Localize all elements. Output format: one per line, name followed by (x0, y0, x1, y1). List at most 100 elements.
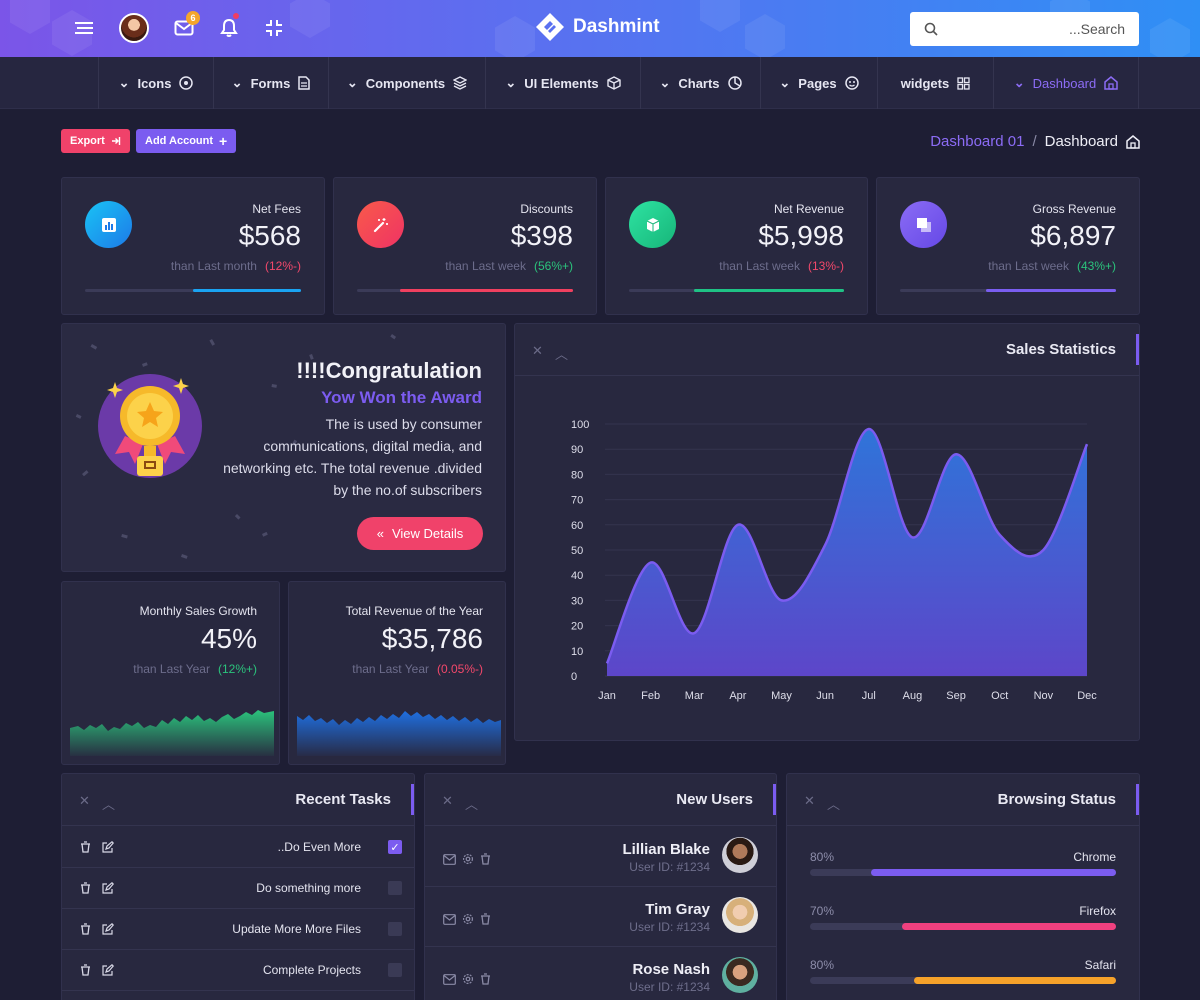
user-avatar[interactable] (722, 837, 758, 873)
kpi-progress (900, 289, 1116, 292)
trash-icon[interactable] (480, 972, 491, 990)
gear-icon[interactable] (462, 912, 474, 930)
add-account-button[interactable]: Add Account + (136, 129, 237, 153)
task-checkbox[interactable] (388, 881, 402, 895)
kpi-subtext: than Last week (56%+) (445, 259, 573, 273)
bell-icon[interactable] (215, 14, 243, 42)
breadcrumb-parent[interactable]: Dashboard 01 (930, 133, 1025, 150)
mail-icon[interactable] (443, 852, 456, 870)
brand-logo[interactable]: Dashmint (535, 12, 660, 42)
mini-change: (0.05%-) (436, 662, 483, 676)
close-icon[interactable]: ✕ (442, 793, 453, 808)
user-avatar[interactable] (722, 957, 758, 993)
edit-icon[interactable] (102, 922, 115, 940)
chevron-up-icon[interactable]: ︿ (555, 347, 569, 362)
panel-header: ✕ ︿ Sales Statistics (515, 324, 1139, 376)
kpi-value: $568 (238, 220, 301, 251)
nav-item-forms[interactable]: ⌄ Forms (213, 57, 328, 109)
bar-chart-icon (85, 201, 132, 248)
search-input[interactable] (938, 21, 1125, 37)
close-icon[interactable]: ✕ (532, 343, 543, 358)
y-tick-label: 60 (571, 520, 583, 532)
browser-row-safari: 80% Safari (810, 958, 1116, 1000)
hex-decoration (495, 16, 535, 57)
panel-accent (1136, 334, 1139, 365)
hex-decoration (745, 14, 785, 57)
user-id: User ID: #1234 (629, 980, 710, 994)
user-actions (443, 912, 491, 930)
plus-icon: + (219, 133, 228, 149)
mail-icon[interactable] (443, 972, 456, 990)
mail-icon[interactable] (170, 14, 198, 42)
trash-icon[interactable] (80, 840, 91, 858)
x-tick-label: Oct (991, 690, 1008, 702)
user-name[interactable]: Rose Nash (632, 961, 710, 978)
kpi-progress-fill (193, 289, 301, 292)
task-checkbox[interactable] (388, 963, 402, 977)
nav-label: Icons (137, 75, 172, 91)
trash-icon[interactable] (80, 922, 91, 940)
gear-icon[interactable] (462, 972, 474, 990)
browser-row-firefox: 70% Firefox (810, 904, 1116, 954)
panel-title: Sales Statistics (1005, 341, 1116, 358)
x-tick-label: Aug (903, 690, 923, 702)
user-name[interactable]: Lillian Blake (622, 841, 710, 858)
x-tick-label: Dec (1077, 690, 1097, 702)
area-line (605, 427, 1089, 664)
edit-icon[interactable] (102, 881, 115, 899)
view-details-button[interactable]: « View Details (357, 517, 483, 550)
user-avatar[interactable] (119, 13, 149, 43)
home-icon (1126, 134, 1140, 149)
chevron-up-icon[interactable]: ︿ (465, 797, 479, 812)
chevron-down-icon: ⌄ (346, 75, 358, 90)
mail-icon[interactable] (443, 912, 456, 930)
sparkline-green (70, 710, 274, 756)
kpi-period: than Last week (445, 259, 526, 273)
nav-item-ui-elements[interactable]: ⌄ UI Elements (485, 57, 640, 109)
edit-icon[interactable] (102, 840, 115, 858)
export-button[interactable]: Export (61, 129, 130, 153)
trash-icon[interactable] (480, 852, 491, 870)
mini-change: (12%+) (217, 662, 257, 676)
kpi-title: Discounts (520, 202, 573, 216)
task-checkbox[interactable]: ✓ (388, 840, 402, 854)
sparkline-blue (297, 711, 501, 756)
task-checkbox[interactable] (388, 922, 402, 936)
cube-icon (629, 201, 676, 248)
mini-period: than Last Year (352, 662, 429, 676)
kpi-card-net-revenue: Net Revenue $5,998 than Last week (13%-) (605, 177, 868, 315)
task-label: Complete Projects (262, 963, 361, 977)
nav-item-charts[interactable]: ⌄ Charts (640, 57, 760, 109)
close-icon[interactable]: ✕ (804, 793, 815, 808)
gear-icon[interactable] (462, 852, 474, 870)
trash-icon[interactable] (80, 963, 91, 981)
nav-item-icons[interactable]: ⌄ Icons (98, 57, 213, 109)
trash-icon[interactable] (480, 912, 491, 930)
search-box[interactable] (910, 12, 1139, 46)
chevron-up-icon[interactable]: ︿ (102, 797, 116, 812)
y-tick-label: 80 (571, 469, 583, 481)
y-tick-label: 40 (571, 570, 583, 582)
close-icon[interactable]: ✕ (79, 793, 90, 808)
smiley-icon (844, 76, 859, 90)
panel-accent (773, 784, 776, 815)
chevron-up-icon[interactable]: ︿ (827, 797, 841, 812)
hex-decoration (1150, 18, 1190, 57)
user-avatar[interactable] (722, 897, 758, 933)
nav-item-widgets[interactable]: widgets (877, 57, 993, 109)
fullscreen-icon[interactable] (260, 14, 288, 42)
panel-header: ✕ ︿ New Users (425, 774, 776, 826)
menu-icon[interactable] (70, 14, 98, 42)
kpi-progress-fill (693, 289, 844, 292)
nav-item-pages[interactable]: ⌄ Pages (760, 57, 877, 109)
nav-item-components[interactable]: ⌄ Components (328, 57, 485, 109)
user-name[interactable]: Tim Gray (645, 901, 710, 918)
browser-name: Safari (1084, 958, 1116, 972)
trophy-medal-icon (98, 374, 202, 478)
kpi-change: (12%-) (264, 259, 301, 273)
user-id: User ID: #1234 (629, 920, 710, 934)
trash-icon[interactable] (80, 881, 91, 899)
nav-item-dashboard[interactable]: ⌄ Dashboard (993, 57, 1139, 109)
browser-percent: 80% (810, 958, 835, 972)
edit-icon[interactable] (102, 963, 115, 981)
